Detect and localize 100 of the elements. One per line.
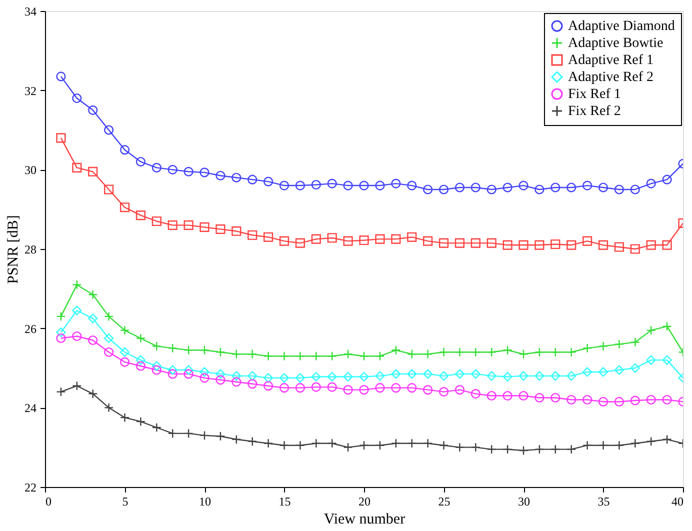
point xyxy=(486,184,496,194)
point xyxy=(311,180,321,190)
point xyxy=(120,145,130,155)
point xyxy=(502,182,512,192)
point xyxy=(375,371,385,381)
x-tick-label: 0 xyxy=(46,494,52,508)
point xyxy=(518,240,528,250)
point xyxy=(662,240,672,250)
point xyxy=(200,345,210,355)
y-tick-label: 26 xyxy=(24,322,36,336)
point xyxy=(566,394,576,405)
point xyxy=(343,385,353,395)
point xyxy=(184,345,194,355)
point xyxy=(136,333,146,344)
point xyxy=(662,434,672,444)
point xyxy=(168,428,178,438)
point xyxy=(614,339,624,349)
point xyxy=(232,172,242,182)
point xyxy=(438,387,449,397)
point xyxy=(566,371,576,381)
point xyxy=(184,166,194,176)
point xyxy=(470,442,480,452)
point xyxy=(534,444,544,454)
point xyxy=(470,389,480,399)
point xyxy=(152,341,162,351)
y-tick-label: 30 xyxy=(24,163,36,178)
point xyxy=(646,394,656,405)
point xyxy=(200,222,210,232)
point xyxy=(598,367,608,377)
point xyxy=(279,373,290,383)
point xyxy=(216,347,226,357)
point xyxy=(279,383,290,393)
point xyxy=(295,180,305,190)
point xyxy=(120,326,130,336)
point xyxy=(88,105,98,115)
point xyxy=(56,387,66,397)
point xyxy=(359,351,369,361)
point xyxy=(646,178,656,188)
y-tick-label: 24 xyxy=(24,401,36,416)
point xyxy=(502,372,512,382)
point xyxy=(152,422,162,432)
point xyxy=(136,210,146,220)
point xyxy=(279,351,290,361)
point xyxy=(264,176,274,186)
point xyxy=(502,444,512,454)
point xyxy=(438,238,449,248)
point xyxy=(248,371,258,381)
point xyxy=(104,347,114,357)
point xyxy=(200,430,210,440)
point xyxy=(264,232,274,242)
point xyxy=(407,383,417,393)
point xyxy=(486,347,496,357)
point xyxy=(598,182,608,192)
x-tick-label: 5 xyxy=(122,494,128,508)
point xyxy=(200,168,210,178)
point xyxy=(359,235,369,246)
point xyxy=(375,234,385,244)
point xyxy=(136,355,146,365)
point xyxy=(423,438,433,448)
point xyxy=(248,379,258,389)
point xyxy=(486,390,496,401)
x-tick-label: 10 xyxy=(199,494,211,508)
point xyxy=(438,347,449,357)
point xyxy=(216,170,226,180)
point xyxy=(550,239,560,250)
point xyxy=(184,220,194,230)
point xyxy=(407,369,417,379)
point xyxy=(72,381,82,391)
point xyxy=(120,347,130,357)
point xyxy=(391,234,401,244)
point xyxy=(184,365,194,375)
point xyxy=(295,238,305,248)
point xyxy=(104,184,114,194)
point xyxy=(534,347,544,357)
point xyxy=(518,390,528,401)
x-axis-title: View number xyxy=(324,512,406,528)
point xyxy=(630,363,640,373)
point xyxy=(248,436,258,446)
point xyxy=(582,367,592,377)
point xyxy=(168,164,178,174)
point xyxy=(375,383,385,393)
point xyxy=(391,369,401,379)
point xyxy=(327,372,337,382)
point xyxy=(311,351,321,361)
point xyxy=(454,369,464,379)
point xyxy=(327,351,337,361)
point xyxy=(598,440,608,450)
point xyxy=(72,93,82,104)
point xyxy=(454,238,464,248)
point xyxy=(56,333,66,344)
point xyxy=(582,394,592,405)
point xyxy=(120,357,130,367)
legend-label: Adaptive Ref 1 xyxy=(568,53,654,68)
point xyxy=(391,345,401,355)
point xyxy=(375,351,385,361)
point xyxy=(566,182,576,192)
point xyxy=(327,233,337,243)
point xyxy=(598,396,608,406)
point xyxy=(327,178,337,188)
point xyxy=(518,349,528,359)
